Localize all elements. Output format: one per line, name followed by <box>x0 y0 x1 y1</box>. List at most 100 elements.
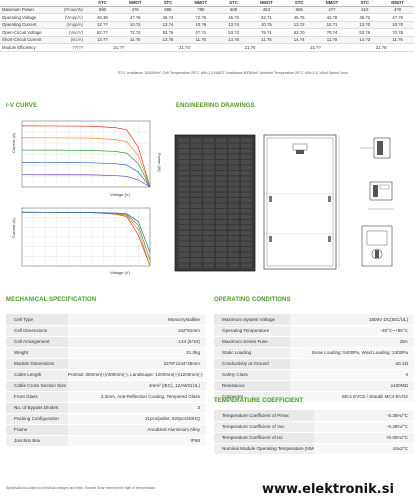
cell-value: 590 <box>86 6 119 14</box>
row-unit: ??/?? <box>56 43 86 52</box>
solar-cell <box>240 219 253 225</box>
solar-cell <box>215 137 228 143</box>
operating-row: Resistance ≥100MΩ <box>214 380 414 392</box>
cell-value: 45.?4 <box>151 13 185 22</box>
header-nmot: NMOT <box>184 0 218 7</box>
solar-cell <box>228 175 240 182</box>
solar-cell <box>240 148 253 154</box>
series-line-1 <box>21 137 151 188</box>
spec-key: Resistance <box>214 380 290 392</box>
cell-value: 4?.?8 <box>118 13 152 22</box>
solar-cell <box>240 159 253 165</box>
cell-value: 4?.?1 <box>184 28 218 37</box>
solar-cell <box>190 241 202 247</box>
solar-cell <box>228 159 240 165</box>
solar-cell <box>202 235 215 241</box>
series-line-4 <box>21 174 151 188</box>
cell-value: 10.?0 <box>381 21 414 29</box>
electrical-row: Module Efficiency ??/?? 21.?? 21.?3 21.?0 21.… <box>0 43 414 52</box>
mechanical-row: No. of Bypass Diodes 3 <box>6 402 206 414</box>
cell-value: ?2.?2 <box>118 28 152 37</box>
mechanical-row: Junction Box IP68 <box>6 435 206 447</box>
solar-cell <box>190 137 202 143</box>
cell-value: ?0.?4 <box>315 28 349 37</box>
cell-value: 605 <box>282 6 316 14</box>
iv-curve-chart-temperature: Current (A) Voltage (V) <box>11 207 151 275</box>
electrical-row: Maximum Power (Pmax/W) 590 4?6 595 ?80 600 453 6… <box>0 6 414 14</box>
solar-cell <box>215 170 228 176</box>
cell-value: 11.?5 <box>249 36 283 44</box>
spec-value: ≥100MΩ <box>290 380 414 392</box>
solar-cell <box>190 203 202 209</box>
solar-cell <box>202 263 215 269</box>
solar-cell <box>215 257 228 263</box>
cell-value: 4?0 <box>381 6 414 14</box>
solar-cell <box>202 257 215 263</box>
temperature-row: Temperature Coefficient of Pmax -0.35%/°C <box>214 410 414 422</box>
solar-cell <box>240 197 253 203</box>
solar-cell <box>228 230 240 236</box>
solar-cell <box>228 192 240 198</box>
spec-value: 4mm² (IEC), 12AWG(UL) <box>68 380 206 392</box>
spec-key: Temperature Coefficient of Isc <box>214 432 314 444</box>
mechanical-row: Weight 31.0kg <box>6 347 206 359</box>
solar-cell <box>215 154 228 160</box>
cell-value: 600 <box>217 6 250 14</box>
spec-value: II <box>290 369 414 381</box>
header-nmot: NMOT <box>315 0 349 7</box>
operating-row: Static Loading Snow Loading: 5400Pa, Wind… <box>214 347 414 359</box>
solar-cell <box>228 181 240 187</box>
solar-cell <box>202 197 215 203</box>
temperature-table: Temperature Coefficient of Pmax -0.35%/°C… <box>214 410 414 455</box>
header-stc: STC <box>217 0 250 7</box>
spec-value: ≤0.1Ω <box>290 358 414 370</box>
spec-value: MC4 EVO2 / Stäubli MC4-EVO2 <box>290 391 414 403</box>
solar-cell <box>240 252 253 258</box>
solar-cell <box>215 235 228 241</box>
solar-cell <box>215 219 228 225</box>
cell-value: 21.?0 <box>217 43 283 52</box>
temperature-row: Temperature Coefficient of Isc +0.05%/°C <box>214 432 414 444</box>
cell-value: 42.?1 <box>249 13 283 22</box>
solar-cell <box>190 154 202 160</box>
solar-cell <box>228 208 240 214</box>
spec-key: Static Loading <box>214 347 290 359</box>
engineering-title: ENGINEERING DRAWINGS <box>176 103 255 109</box>
solar-cell <box>177 214 190 220</box>
spec-value: Anodized Aluminium Alloy <box>68 424 206 436</box>
solar-cell <box>177 230 190 236</box>
solar-cell <box>177 175 190 182</box>
electrical-row: Operating Current (Impp/A) 12.?? 10.?2 13.?4… <box>0 21 414 29</box>
cell-value: 595 <box>151 6 185 14</box>
spec-value: 44±2°C <box>314 443 414 455</box>
solar-cell <box>177 170 190 176</box>
solar-cell <box>215 203 228 209</box>
spec-key: Module Dimensions <box>6 358 68 370</box>
spec-value: 25A <box>290 336 414 348</box>
solar-cell <box>228 154 240 160</box>
spec-key: Temperature Coefficient of Pmax <box>214 410 314 422</box>
spec-key: Cell Type <box>6 314 68 326</box>
row-label: Short-Circuit Current <box>0 36 56 44</box>
mechanical-table: Cell Type Monocrystalline Cell Dimensions 1… <box>6 314 206 447</box>
solar-cell <box>228 170 240 176</box>
spec-key: Connector <box>214 391 290 403</box>
solar-cell <box>202 252 215 258</box>
solar-cell <box>228 241 240 247</box>
solar-cell <box>190 186 202 192</box>
solar-cell <box>202 230 215 236</box>
frame-section-drawings <box>360 137 394 267</box>
solar-cell <box>202 165 215 171</box>
solar-cell <box>215 230 228 236</box>
electrical-footnote: STC: Irradiance 1000W/m², Cell Temperatu… <box>118 71 348 75</box>
solar-cell <box>215 143 228 149</box>
solar-cell <box>240 203 253 209</box>
solar-cell <box>177 263 190 269</box>
temperature-row: Temperature Coefficient of Voc -0.28%/°C <box>214 421 414 433</box>
spec-value: IP68 <box>68 435 206 447</box>
operating-row: Maximum System Voltage 1500V DC(IEC/UL) <box>214 314 414 326</box>
cell-value: 45.?6 <box>282 13 316 22</box>
cell-value: 21.?? <box>282 43 349 52</box>
solar-cell <box>177 186 190 192</box>
solar-cell <box>177 148 190 154</box>
